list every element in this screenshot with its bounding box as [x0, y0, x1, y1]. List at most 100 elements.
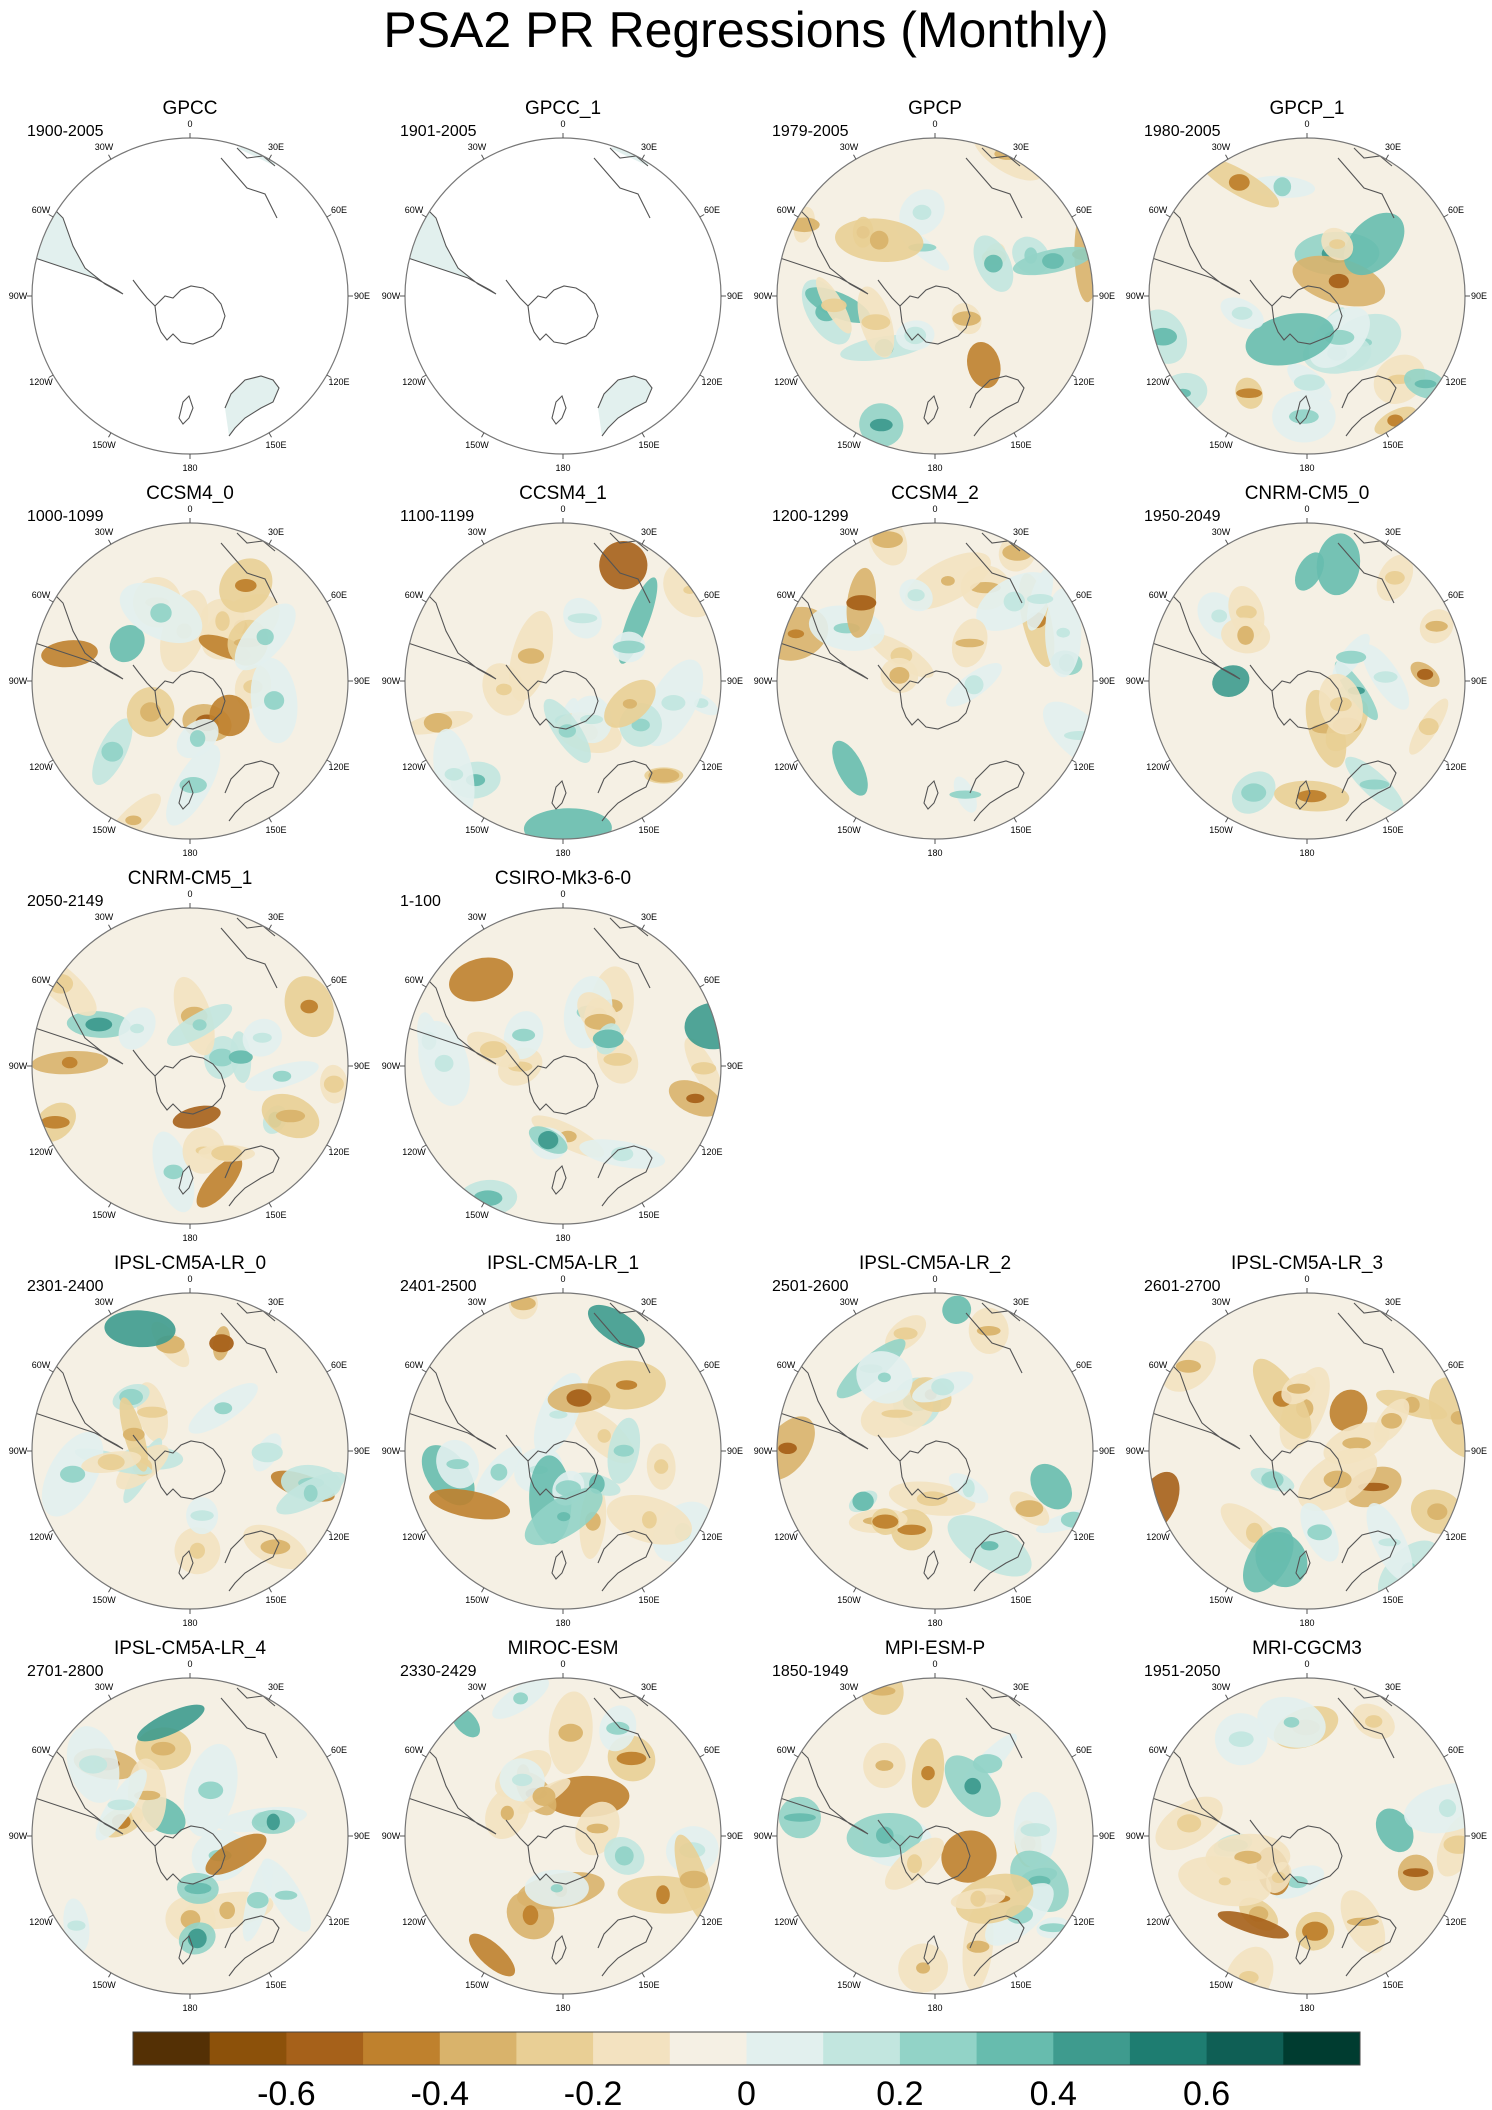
- lon-label-bottom: 180: [182, 2003, 197, 2013]
- panel-title: GPCP: [908, 98, 962, 119]
- lon-label-upper-right-1: 30E: [1385, 1297, 1401, 1307]
- lon-label-lower-right-1: 120E: [701, 762, 722, 772]
- lon-label-upper-right-2: 60E: [331, 205, 347, 215]
- lon-label-left: 90W: [1126, 291, 1145, 301]
- lon-label-upper-right-2: 60E: [331, 590, 347, 600]
- lon-label-lower-left-2: 150W: [1209, 440, 1233, 450]
- lon-label-lower-left-2: 150W: [465, 1980, 489, 1990]
- lon-label-lower-left-1: 120W: [1146, 377, 1170, 387]
- precip-field: [1149, 138, 1465, 454]
- panel-period: 1900-2005: [27, 123, 104, 140]
- lon-label-lower-right-1: 120E: [1073, 377, 1094, 387]
- lon-label-upper-left-1: 30W: [1212, 142, 1231, 152]
- lon-label-lower-left-2: 150W: [465, 440, 489, 450]
- lon-label-upper-left-1: 30W: [840, 142, 859, 152]
- lon-label-upper-left-2: 60W: [405, 975, 424, 985]
- lon-label-right: 90E: [354, 1061, 370, 1071]
- lon-label-lower-right-2: 150E: [1382, 440, 1403, 450]
- lon-label-upper-left-2: 60W: [32, 205, 51, 215]
- lon-label-upper-right-1: 30E: [268, 527, 284, 537]
- lon-label-lower-right-2: 150E: [638, 1595, 659, 1605]
- lon-label-left: 90W: [754, 1446, 773, 1456]
- lon-label-lower-left-2: 150W: [837, 1980, 861, 1990]
- lon-label-upper-left-2: 60W: [777, 205, 796, 215]
- panel-title: MPI-ESM-P: [884, 1638, 986, 1659]
- lon-label-upper-left-1: 30W: [468, 1682, 487, 1692]
- lon-label-upper-right-2: 60E: [331, 1745, 347, 1755]
- colorbar-swatch: [209, 2032, 287, 2065]
- panel-title: CNRM-CM5_1: [127, 868, 253, 889]
- lon-label-upper-left-2: 60W: [405, 590, 424, 600]
- lon-label-upper-left-2: 60W: [777, 1360, 796, 1370]
- lon-label-upper-right-2: 60E: [1448, 205, 1464, 215]
- map-panel: CNRM-CM5_1 0 30E 60E 90E 120E 150E 180 150W 120W 9…: [9, 868, 370, 1243]
- lon-label-upper-right-1: 30E: [1385, 142, 1401, 152]
- lon-label-bottom: 180: [555, 1233, 570, 1243]
- lon-label-left: 90W: [382, 1446, 401, 1456]
- polar-map: 0 30E 60E 90E 120E 150E 180 150W 120W 90W 60W 30W: [9, 889, 370, 1243]
- figure-title: PSA2 PR Regressions (Monthly): [383, 2, 1109, 58]
- polar-map: 0 30E 60E 90E 120E 150E 180 150W 120W 90W 60W 30W: [1126, 504, 1487, 858]
- lon-label-lower-left-1: 120W: [29, 377, 53, 387]
- lon-label-upper-left-1: 30W: [95, 142, 114, 152]
- lon-label-upper-left-1: 30W: [1212, 1682, 1231, 1692]
- lon-label-lower-right-1: 120E: [1445, 762, 1466, 772]
- lon-label-upper-right-1: 30E: [641, 1297, 657, 1307]
- precip-field: [32, 1678, 348, 1994]
- polar-map: 0 30E 60E 90E 120E 150E 180 150W 120W 90W 60W 30W: [1126, 1274, 1487, 1628]
- precip-field: [405, 908, 721, 1224]
- panel-title: GPCP_1: [1269, 98, 1345, 119]
- polar-map: 0 30E 60E 90E 120E 150E 180 150W 120W 90W 60W 30W: [382, 1659, 743, 2013]
- lon-label-bottom: 180: [555, 463, 570, 473]
- lon-label-right: 90E: [1471, 291, 1487, 301]
- lon-label-top: 0: [560, 1274, 565, 1284]
- lon-label-lower-right-2: 150E: [1010, 1595, 1031, 1605]
- lon-label-lower-left-2: 150W: [92, 1980, 116, 1990]
- lon-label-top: 0: [1304, 1274, 1309, 1284]
- lon-label-lower-right-2: 150E: [1382, 825, 1403, 835]
- map-panel: CCSM4_0 0 30E 60E 90E 120E 150E 180 150W 120W 90W 6…: [9, 483, 370, 858]
- map-panel: CCSM4_1 0 30E 60E 90E 120E 150E 180 150W 120W 90W 6…: [382, 483, 743, 858]
- lon-label-lower-right-2: 150E: [1382, 1980, 1403, 1990]
- panel-period: 1100-1199: [400, 508, 475, 525]
- lon-label-upper-left-1: 30W: [95, 1682, 114, 1692]
- map-panel: GPCC 0 30E 60E 90E 120E 150E 180 150W 120W 90W 60W 3…: [9, 98, 370, 473]
- panel-period: 1901-2005: [400, 123, 477, 140]
- polar-map: 0 30E 60E 90E 120E 150E 180 150W 120W 90W 60W 30W: [1126, 1659, 1487, 2013]
- polar-map: 0 30E 60E 90E 120E 150E 180 150W 120W 90W 60W 30W: [382, 119, 743, 473]
- lon-label-right: 90E: [1099, 676, 1115, 686]
- lon-label-lower-left-1: 120W: [402, 762, 426, 772]
- colorbar-swatch: [1129, 2032, 1208, 2065]
- lon-label-upper-left-1: 30W: [468, 142, 487, 152]
- lon-label-bottom: 180: [927, 2003, 942, 2013]
- precip-field: [1149, 1678, 1465, 1994]
- lon-label-lower-right-2: 150E: [265, 1980, 286, 1990]
- lon-label-upper-right-1: 30E: [268, 1297, 284, 1307]
- lon-label-lower-left-2: 150W: [1209, 1595, 1233, 1605]
- panel-period: 2301-2400: [27, 1278, 104, 1295]
- lon-label-lower-right-1: 120E: [701, 1917, 722, 1927]
- lon-label-upper-right-2: 60E: [1448, 1360, 1464, 1370]
- colorbar-swatch: [746, 2032, 824, 2065]
- lon-label-lower-left-1: 120W: [1146, 1532, 1170, 1542]
- lon-label-bottom: 180: [1299, 1618, 1314, 1628]
- polar-map: 0 30E 60E 90E 120E 150E 180 150W 120W 90W 60W 30W: [754, 1274, 1115, 1628]
- lon-label-left: 90W: [9, 1831, 28, 1841]
- lon-label-lower-right-1: 120E: [1073, 1917, 1094, 1927]
- map-panel: IPSL-CM5A-LR_4 0 30E 60E 90E 120E 150E 180 150W 1…: [9, 1638, 370, 2013]
- polar-map: 0 30E 60E 90E 120E 150E 180 150W 120W 90W 60W 30W: [9, 1274, 370, 1628]
- lon-label-top: 0: [187, 1659, 192, 1669]
- colorbar-tick-label: 0: [737, 2075, 756, 2110]
- panel-period: 1979-2005: [772, 123, 849, 140]
- lon-label-right: 90E: [1099, 1831, 1115, 1841]
- lon-label-upper-left-2: 60W: [32, 975, 51, 985]
- lon-label-lower-right-1: 120E: [701, 377, 722, 387]
- lon-label-bottom: 180: [555, 2003, 570, 2013]
- lon-label-top: 0: [187, 504, 192, 514]
- lon-label-lower-right-2: 150E: [638, 1980, 659, 1990]
- panel-title: IPSL-CM5A-LR_2: [858, 1253, 1012, 1274]
- panel-title: IPSL-CM5A-LR_3: [1230, 1253, 1384, 1274]
- lon-label-upper-right-1: 30E: [1013, 1682, 1029, 1692]
- lon-label-left: 90W: [9, 291, 28, 301]
- lon-label-bottom: 180: [182, 1233, 197, 1243]
